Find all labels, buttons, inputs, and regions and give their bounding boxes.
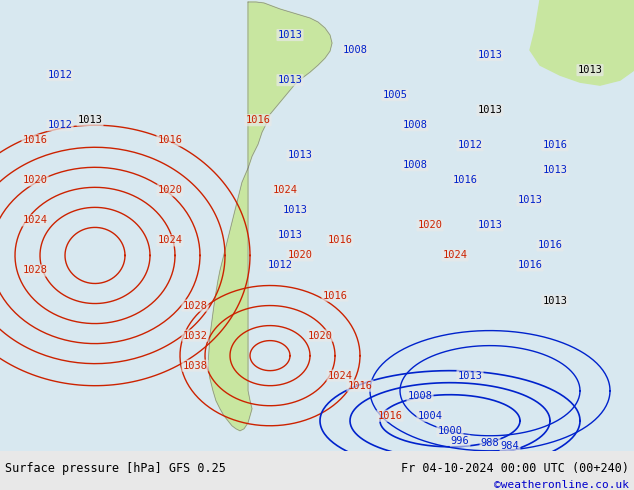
Text: 1016: 1016 (157, 135, 183, 145)
Text: 1005: 1005 (382, 90, 408, 100)
Text: 984: 984 (501, 441, 519, 451)
Text: 1012: 1012 (268, 261, 292, 270)
Text: 1020: 1020 (307, 331, 332, 341)
Text: 1008: 1008 (342, 45, 368, 55)
Text: 1032: 1032 (183, 331, 207, 341)
Text: 1012: 1012 (48, 70, 72, 80)
Text: 1028: 1028 (22, 266, 48, 275)
Text: 1016: 1016 (347, 381, 373, 391)
Text: 1013: 1013 (287, 150, 313, 160)
Text: 1020: 1020 (157, 185, 183, 196)
Text: 1013: 1013 (278, 75, 302, 85)
Text: 1008: 1008 (403, 160, 427, 171)
Text: 988: 988 (481, 438, 500, 448)
Text: 1028: 1028 (183, 300, 207, 311)
Text: 1013: 1013 (278, 30, 302, 40)
Text: 1024: 1024 (328, 370, 353, 381)
Text: 1013: 1013 (517, 196, 543, 205)
Text: 1013: 1013 (477, 50, 503, 60)
Text: 1008: 1008 (408, 391, 432, 401)
Text: 1020: 1020 (287, 250, 313, 261)
Text: 1016: 1016 (328, 235, 353, 245)
Text: 1016: 1016 (543, 140, 567, 150)
Text: 1013: 1013 (458, 370, 482, 381)
Text: 1016: 1016 (245, 115, 271, 125)
Text: 1038: 1038 (183, 361, 207, 370)
Text: 1016: 1016 (22, 135, 48, 145)
Text: 1013: 1013 (543, 165, 567, 175)
Text: 1024: 1024 (273, 185, 297, 196)
Text: 1013: 1013 (77, 115, 103, 125)
Text: 1013: 1013 (578, 65, 602, 75)
Text: 1004: 1004 (418, 411, 443, 421)
Text: 1013: 1013 (477, 220, 503, 230)
Text: Surface pressure [hPa] GFS 0.25: Surface pressure [hPa] GFS 0.25 (5, 462, 226, 475)
Text: 1016: 1016 (453, 175, 477, 185)
Text: 1000: 1000 (437, 426, 462, 436)
Text: 1020: 1020 (22, 175, 48, 185)
Text: 1024: 1024 (443, 250, 467, 261)
Text: 1013: 1013 (543, 295, 567, 306)
Text: 1024: 1024 (157, 235, 183, 245)
Text: 1013: 1013 (477, 105, 503, 115)
Text: 1020: 1020 (418, 220, 443, 230)
Text: 1008: 1008 (403, 120, 427, 130)
Text: 1013: 1013 (278, 230, 302, 241)
Text: 1016: 1016 (323, 291, 347, 300)
Polygon shape (208, 2, 332, 431)
Text: ©weatheronline.co.uk: ©weatheronline.co.uk (494, 480, 629, 490)
Text: 996: 996 (451, 436, 469, 446)
Text: 1012: 1012 (48, 120, 72, 130)
Polygon shape (530, 0, 634, 85)
Text: 1016: 1016 (517, 261, 543, 270)
Text: 1012: 1012 (458, 140, 482, 150)
Text: 1024: 1024 (22, 216, 48, 225)
Text: 1013: 1013 (283, 205, 307, 216)
Text: 1016: 1016 (538, 241, 562, 250)
Text: 1016: 1016 (377, 411, 403, 421)
Text: Fr 04-10-2024 00:00 UTC (00+240): Fr 04-10-2024 00:00 UTC (00+240) (401, 462, 629, 475)
